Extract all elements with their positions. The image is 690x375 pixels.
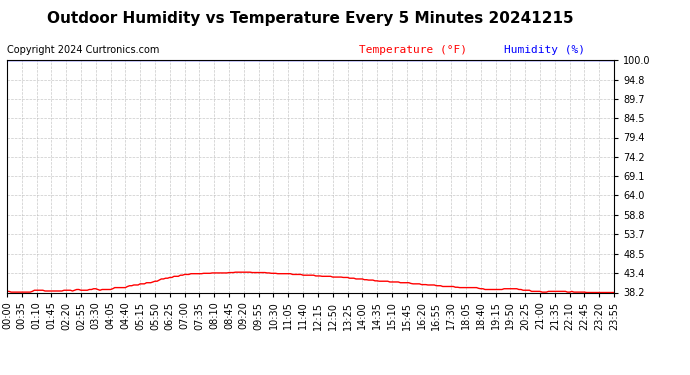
Text: Copyright 2024 Curtronics.com: Copyright 2024 Curtronics.com xyxy=(7,45,159,55)
Text: Outdoor Humidity vs Temperature Every 5 Minutes 20241215: Outdoor Humidity vs Temperature Every 5 … xyxy=(47,11,574,26)
Text: Humidity (%): Humidity (%) xyxy=(504,45,584,55)
Text: Temperature (°F): Temperature (°F) xyxy=(359,45,467,55)
